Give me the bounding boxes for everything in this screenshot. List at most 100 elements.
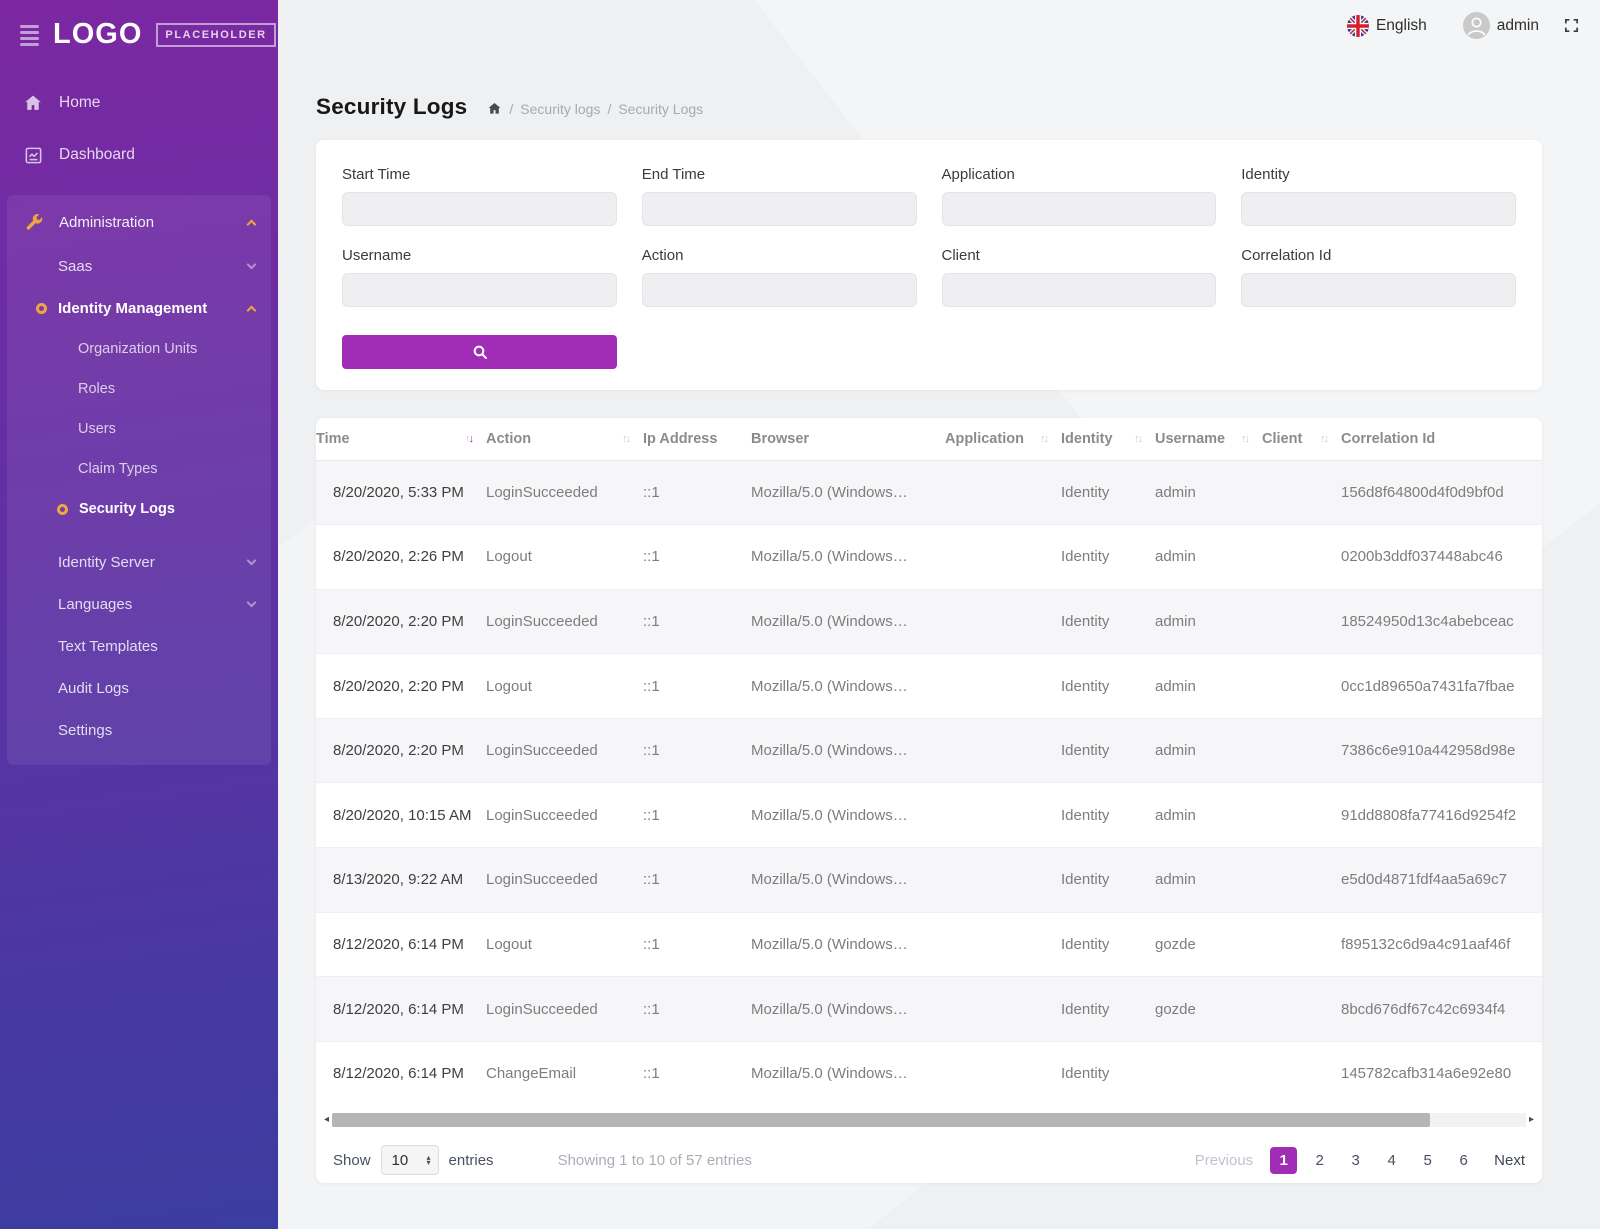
- sidebar-item-label: Audit Logs: [58, 679, 129, 697]
- chevron-up-icon: [246, 219, 257, 229]
- cell-identity: Identity: [1061, 806, 1110, 824]
- filter-input[interactable]: [641, 192, 917, 226]
- stepper-icon: ▴ ▾: [426, 1153, 431, 1167]
- sidebar-item-settings[interactable]: Settings: [7, 709, 271, 751]
- horizontal-scrollbar: ◂ ▸: [321, 1112, 1537, 1128]
- security-logs-table: Time ↑ ↓ Action ↑ ↓: [316, 418, 1542, 1106]
- scrollbar-track[interactable]: [332, 1113, 1526, 1127]
- sidebar-item-languages[interactable]: Languages: [7, 583, 271, 625]
- filter-field-label: Correlation Id: [1241, 247, 1332, 264]
- cell-time: 8/20/2020, 2:20 PM: [333, 612, 464, 630]
- column-header-label: Client: [1262, 430, 1303, 447]
- scroll-left-icon[interactable]: ◂: [324, 1114, 330, 1125]
- sidebar-item-claim-types[interactable]: Claim Types: [7, 449, 271, 489]
- column-header[interactable]: Application ↑ ↓: [945, 418, 1061, 461]
- sidebar-item-saas[interactable]: Saas: [7, 245, 271, 287]
- page-button[interactable]: 3: [1342, 1147, 1369, 1174]
- cell-ip-address: ::1: [643, 1000, 660, 1018]
- column-header[interactable]: Identity ↑ ↓: [1061, 418, 1155, 461]
- filter-input[interactable]: [941, 273, 1217, 307]
- next-page-button[interactable]: Next: [1494, 1151, 1525, 1169]
- menu-toggle-icon[interactable]: [20, 23, 39, 46]
- column-header[interactable]: Action ↑ ↓: [486, 418, 643, 461]
- sidebar-item-roles[interactable]: Roles: [7, 369, 271, 409]
- filter-field-label: Username: [342, 247, 412, 264]
- cell-browser: Mozilla/5.0 (Windows…: [751, 806, 908, 824]
- cell-client: [1262, 718, 1341, 783]
- sidebar-item-identity-management[interactable]: Identity Management: [7, 287, 271, 329]
- filter-input[interactable]: [941, 192, 1217, 226]
- filter-input[interactable]: [1241, 192, 1516, 226]
- sidebar-item-home[interactable]: Home: [0, 77, 278, 129]
- sidebar-item-security-logs[interactable]: Security Logs: [7, 489, 271, 529]
- column-header[interactable]: Ip Address: [643, 418, 751, 461]
- cell-correlation-id: f895132c6d9a4c91aaf46f: [1341, 935, 1511, 953]
- cell-username: gozde: [1155, 935, 1196, 953]
- active-bullet-icon: [57, 503, 68, 515]
- topbar: English admin: [1346, 12, 1580, 39]
- table-row: 8/12/2020, 6:14 PM Logout ::1 Mozilla/5.…: [316, 912, 1542, 977]
- page-button[interactable]: 1: [1270, 1146, 1298, 1174]
- cell-time: 8/12/2020, 6:14 PM: [333, 1065, 464, 1083]
- previous-page-button[interactable]: Previous: [1194, 1151, 1254, 1169]
- filter-input[interactable]: [1241, 273, 1516, 307]
- column-header[interactable]: Username ↑ ↓: [1155, 418, 1262, 461]
- page-button[interactable]: 2: [1306, 1147, 1333, 1174]
- cell-client: [1262, 654, 1341, 719]
- entries-label: entries: [448, 1151, 494, 1169]
- dashboard-icon: [22, 146, 44, 165]
- sidebar-item-label: Languages: [58, 595, 133, 613]
- page-title: Security Logs: [316, 94, 468, 119]
- language-selector[interactable]: English: [1346, 14, 1427, 37]
- cell-application: [945, 718, 1061, 783]
- chevron-up-icon: [246, 305, 257, 315]
- cell-application: [945, 589, 1061, 654]
- page-button[interactable]: 6: [1450, 1147, 1477, 1174]
- filter-input[interactable]: [641, 273, 917, 307]
- breadcrumb-home-icon[interactable]: [487, 101, 502, 116]
- filter-field: Action: [641, 247, 917, 307]
- scrollbar-thumb[interactable]: [332, 1113, 1431, 1127]
- user-menu[interactable]: admin: [1462, 12, 1539, 39]
- filter-field-label: End Time: [641, 166, 706, 183]
- cell-time: 8/20/2020, 2:20 PM: [333, 677, 464, 695]
- cell-application: [945, 912, 1061, 977]
- filter-field: End Time: [641, 166, 917, 226]
- column-header[interactable]: Browser: [751, 418, 945, 461]
- sidebar-item-users[interactable]: Users: [7, 409, 271, 449]
- cell-application: [945, 848, 1061, 913]
- scroll-right-icon[interactable]: ▸: [1528, 1114, 1534, 1125]
- search-button[interactable]: [342, 335, 617, 369]
- table-row: 8/13/2020, 9:22 AM LoginSucceeded ::1 Mo…: [316, 847, 1542, 913]
- filter-field: Start Time: [342, 166, 617, 226]
- sidebar-item-dashboard[interactable]: Dashboard: [0, 129, 278, 181]
- filter-input[interactable]: [342, 192, 617, 226]
- table-row: 8/20/2020, 5:33 PM LoginSucceeded ::1 Mo…: [316, 460, 1542, 525]
- page-button[interactable]: 4: [1378, 1147, 1405, 1174]
- cell-action: LoginSucceeded: [486, 612, 598, 630]
- cell-correlation-id: 8bcd676df67c42c6934f4: [1341, 1000, 1506, 1018]
- sidebar-item-audit-logs[interactable]: Audit Logs: [7, 667, 271, 709]
- sidebar-item-organization-units[interactable]: Organization Units: [7, 329, 271, 369]
- sidebar-item-text-templates[interactable]: Text Templates: [7, 625, 271, 667]
- breadcrumb-item[interactable]: Security logs: [520, 100, 601, 117]
- logo-row: LOGO PLACEHOLDER: [0, 0, 278, 49]
- fullscreen-icon[interactable]: [1563, 17, 1580, 34]
- sidebar-item-label: Home: [59, 94, 101, 111]
- breadcrumb-separator: /: [509, 100, 514, 117]
- cell-action: Logout: [486, 935, 532, 953]
- column-header[interactable]: Time ↑ ↓: [316, 418, 486, 461]
- column-header[interactable]: Correlation Id: [1341, 418, 1542, 461]
- sidebar-item-label: Identity Management: [58, 299, 208, 317]
- sidebar-item-administration[interactable]: Administration: [7, 199, 271, 245]
- sidebar-item-identity-server[interactable]: Identity Server: [7, 541, 271, 583]
- page-button[interactable]: 5: [1414, 1147, 1441, 1174]
- sort-icons: ↑ ↓: [1040, 432, 1049, 445]
- sort-icons: ↑ ↓: [465, 432, 474, 445]
- column-header[interactable]: Client ↑ ↓: [1262, 418, 1341, 461]
- filter-input[interactable]: [342, 273, 617, 307]
- page-size-select[interactable]: 10 ▴ ▾: [380, 1145, 439, 1175]
- avatar: [1462, 12, 1490, 39]
- cell-application: [945, 460, 1061, 525]
- cell-identity: Identity: [1061, 742, 1110, 760]
